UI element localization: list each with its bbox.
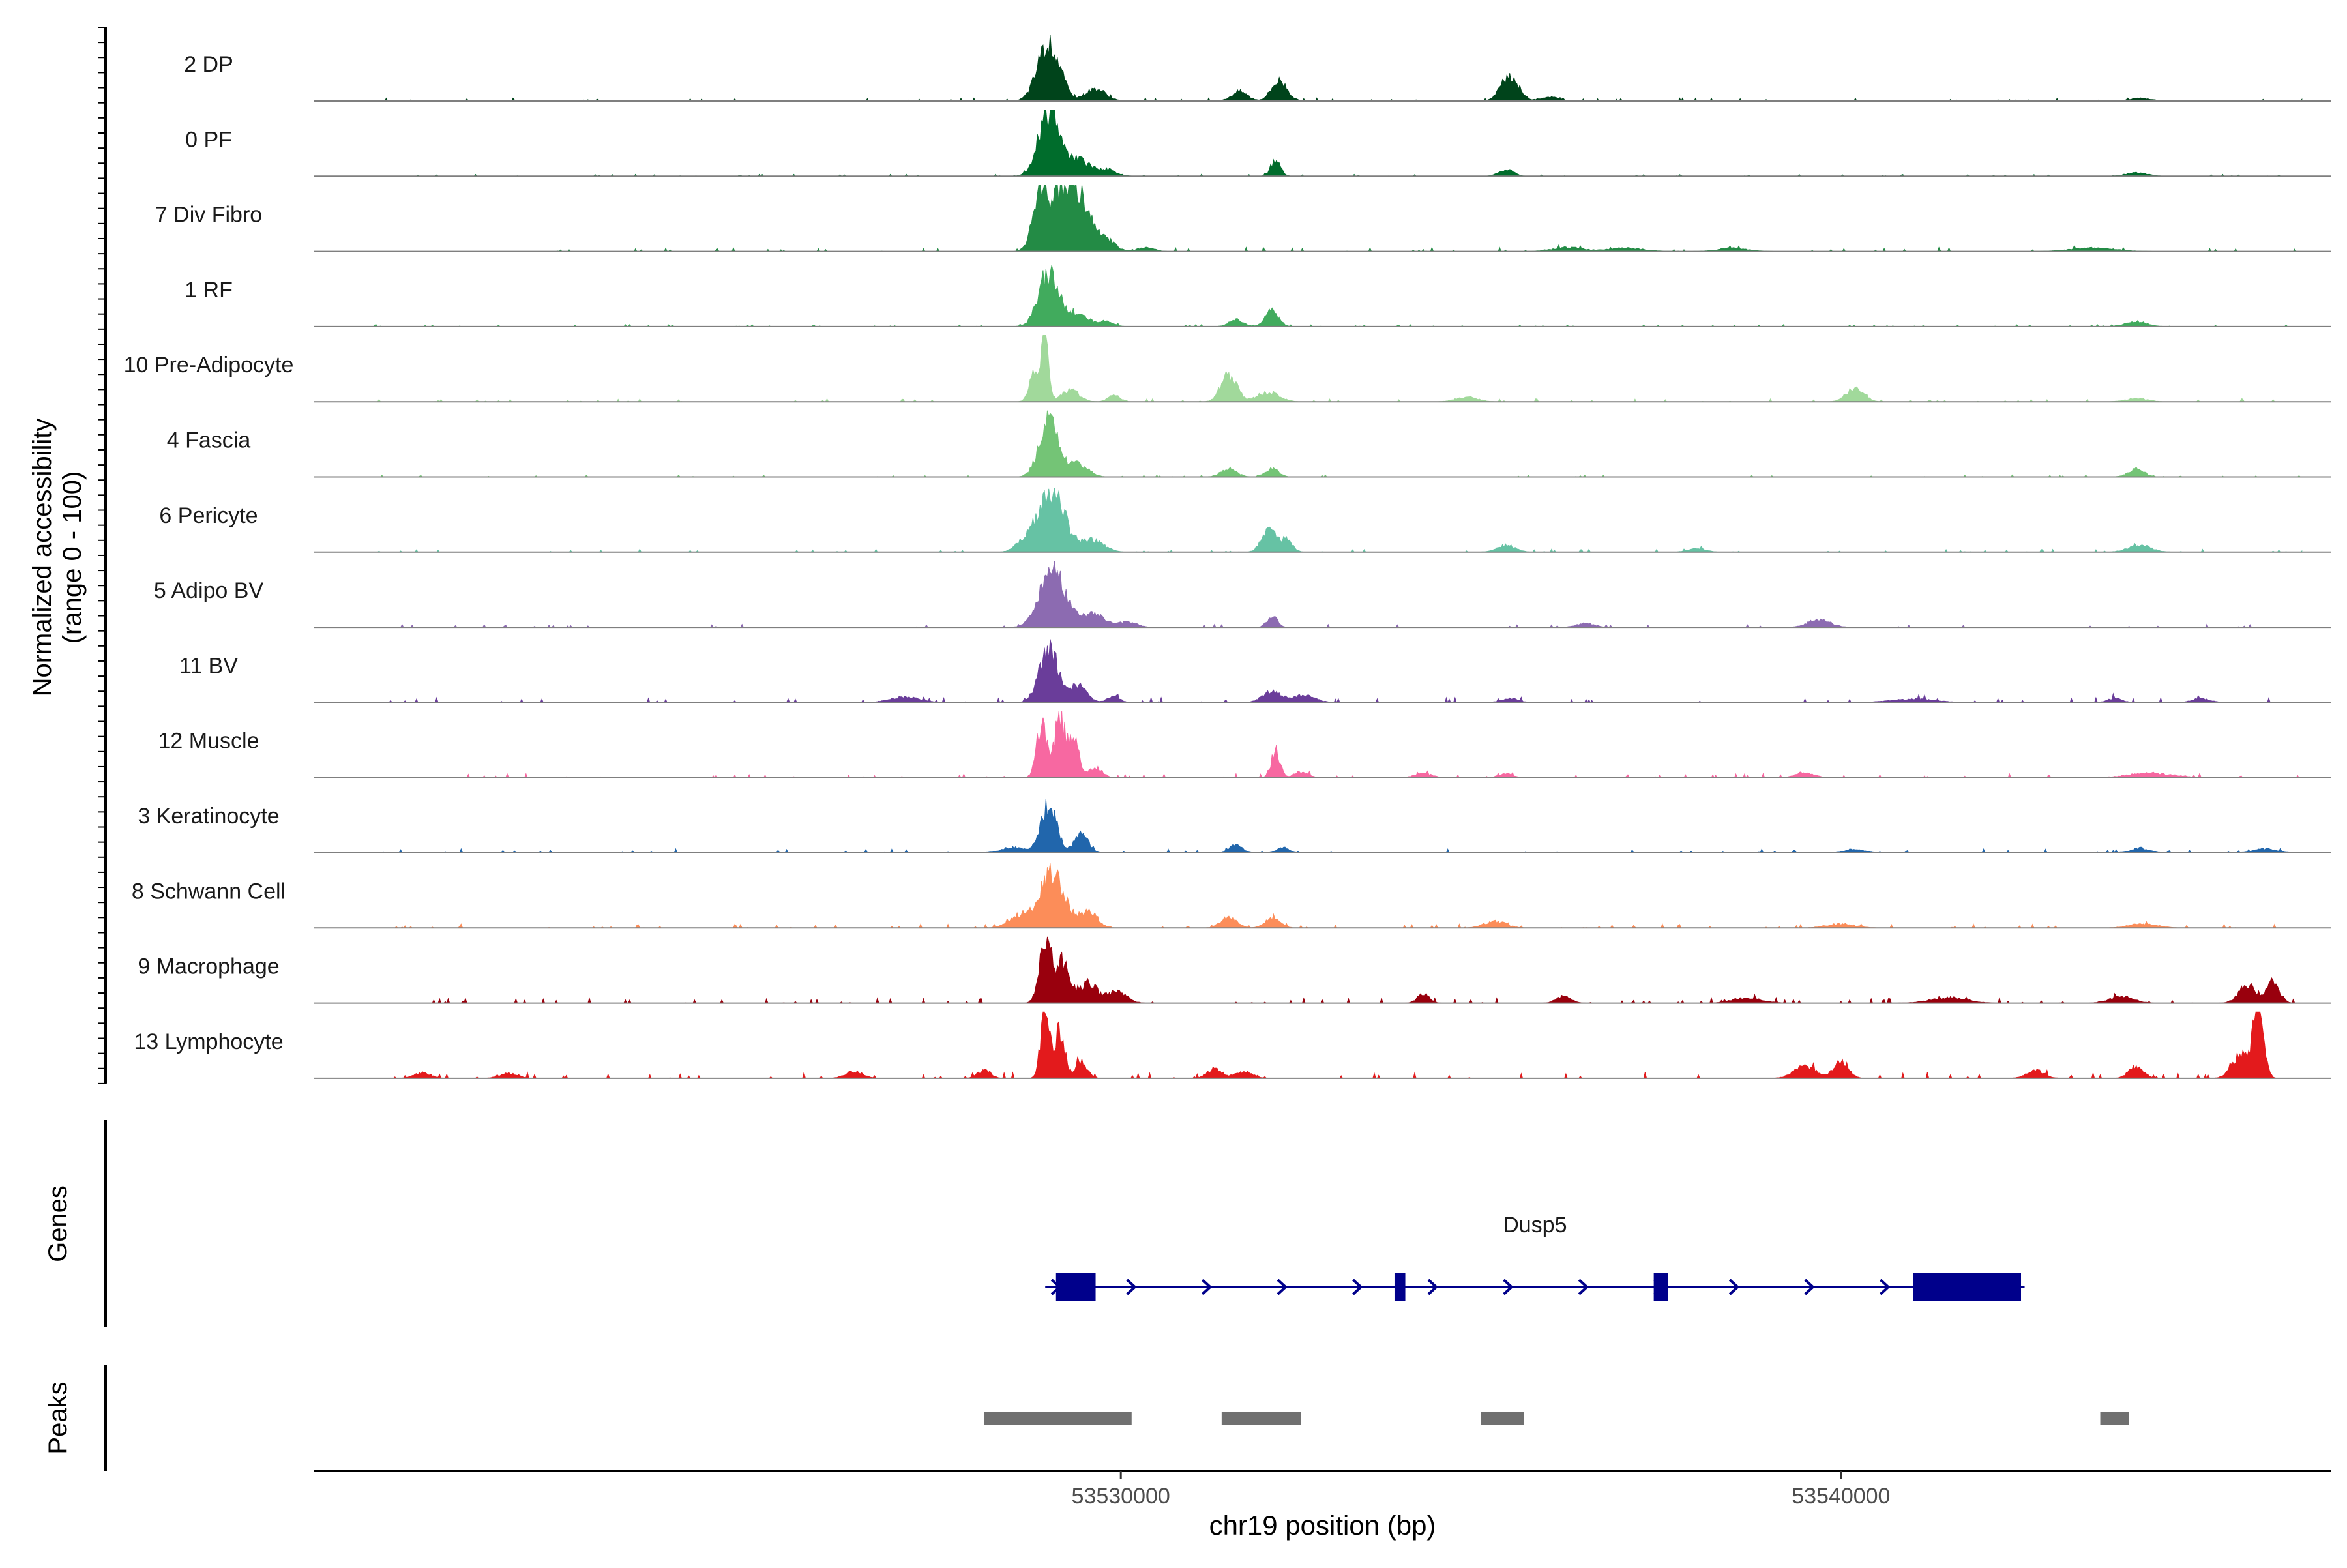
gene-exon (1055, 1273, 1096, 1301)
track-label: 2 DP (184, 52, 233, 77)
strand-arrow-icon (1201, 1279, 1213, 1295)
coverage-track-area (372, 335, 2302, 402)
coverage-track-area (372, 639, 2302, 703)
track-label: 13 Lymphocyte (134, 1029, 283, 1054)
genes-panel-label: Genes (44, 1185, 72, 1262)
gene-exon (1653, 1273, 1668, 1301)
gene-exon (1394, 1273, 1406, 1301)
gene-name-label: Dusp5 (1503, 1213, 1567, 1237)
y-axis-title-line2: (range 0 - 100) (58, 471, 87, 644)
strand-arrow-icon (1427, 1279, 1438, 1295)
peaks-panel-label: Peaks (44, 1382, 72, 1454)
gene-exon (1913, 1273, 2022, 1301)
strand-arrow-icon (1880, 1279, 1891, 1295)
x-tick-label: 53540000 (1792, 1484, 1890, 1509)
track-label: 12 Muscle (158, 729, 259, 754)
peak-region (984, 1412, 1132, 1425)
strand-arrow-icon (1578, 1279, 1589, 1295)
track-label: 11 BV (179, 653, 238, 678)
track-label: 8 Schwann Cell (132, 879, 286, 904)
strand-arrow-icon (1277, 1279, 1288, 1295)
coverage-track-area (372, 185, 2302, 252)
coverage-track-area (372, 110, 2302, 177)
strand-arrow-icon (1804, 1279, 1815, 1295)
track-label: 10 Pre-Adipocyte (124, 353, 294, 377)
coverage-track-area (372, 799, 2302, 853)
y-axis-title-line1: Normalized accessibility (28, 419, 57, 697)
track-label: 1 RF (185, 278, 233, 303)
peak-region (1221, 1412, 1301, 1425)
coverage-track-area (372, 410, 2302, 478)
strand-arrow-icon (1126, 1279, 1137, 1295)
coverage-track-area (372, 863, 2302, 928)
strand-arrow-icon (1728, 1279, 1740, 1295)
coverage-track-area (372, 265, 2302, 327)
track-label: 0 PF (185, 127, 232, 152)
coverage-track-area (372, 1011, 2302, 1080)
coverage-track-area (372, 35, 2303, 102)
x-axis-title: chr19 position (bp) (1209, 1510, 1436, 1541)
track-label: 3 Keratinocyte (138, 804, 279, 829)
strand-arrow-icon (1352, 1279, 1363, 1295)
coverage-track-area (372, 488, 2303, 553)
track-label: 7 Div Fibro (155, 203, 262, 228)
peak-region (1481, 1412, 1524, 1425)
strand-arrow-icon (1503, 1279, 1514, 1295)
track-label: 5 Adipo BV (154, 578, 264, 603)
coverage-track-area (372, 561, 2302, 628)
peak-region (2100, 1412, 2129, 1425)
track-label: 6 Pericyte (159, 503, 258, 528)
x-tick-label: 53530000 (1072, 1484, 1170, 1509)
track-label: 9 Macrophage (138, 954, 279, 979)
track-label: 4 Fascia (167, 428, 251, 453)
coverage-track-area (372, 711, 2302, 778)
coverage-track-area (372, 936, 2302, 1004)
